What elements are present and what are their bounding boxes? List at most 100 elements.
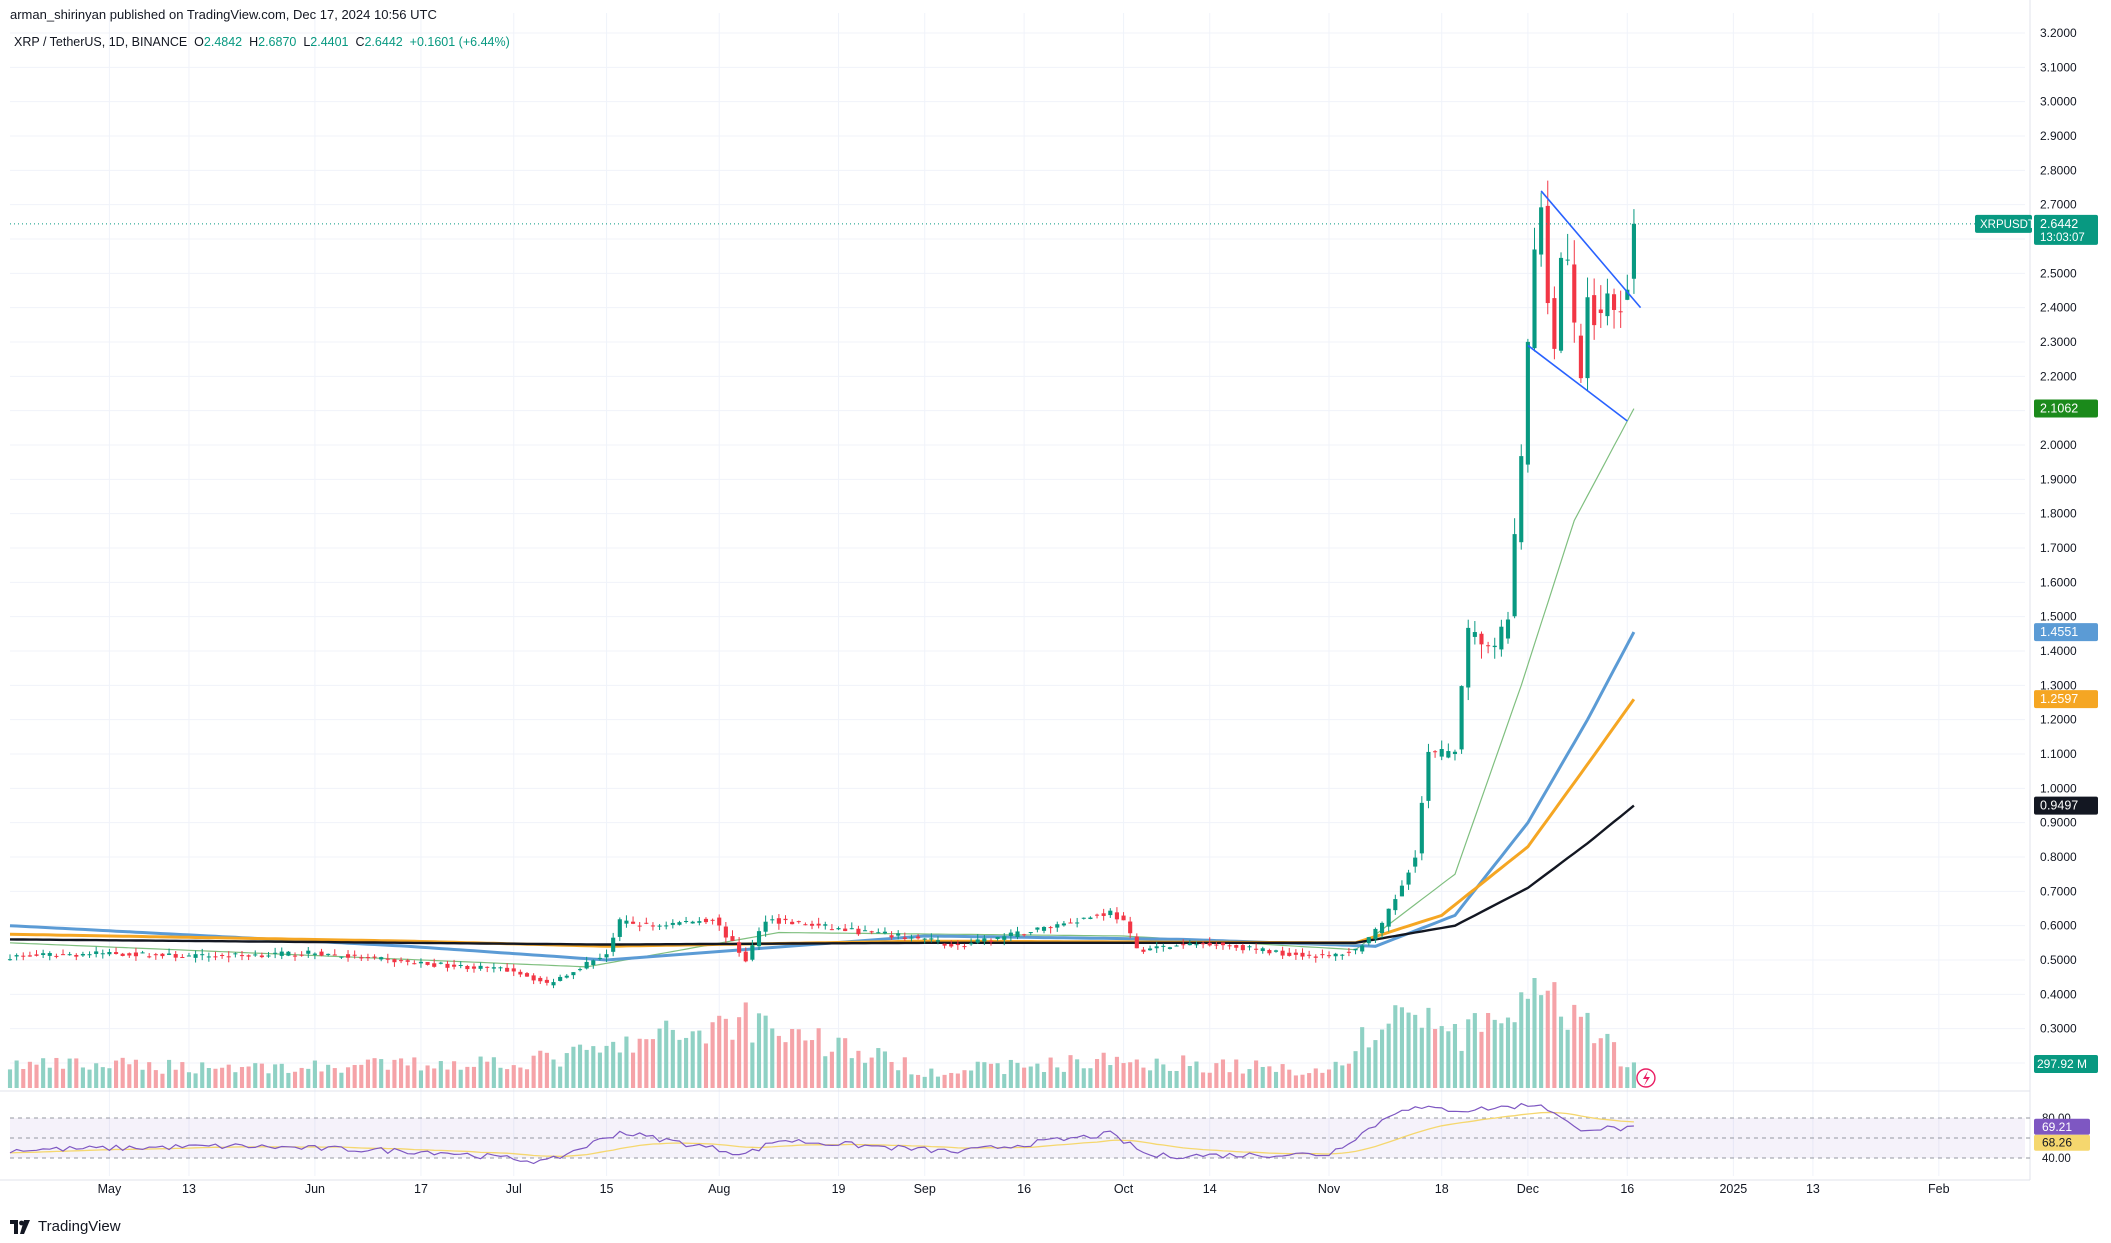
candle-body — [577, 969, 583, 971]
volume-bar — [505, 1069, 510, 1088]
time-tick-label: Jun — [305, 1182, 325, 1196]
candle-body — [538, 977, 543, 982]
volume-bar — [1625, 1067, 1630, 1088]
candle-body — [776, 918, 781, 924]
candle-body — [418, 961, 424, 964]
candle-body — [180, 957, 185, 959]
candle-body — [273, 952, 278, 954]
volume-bar — [458, 1069, 463, 1088]
rsi-value-label: 69.21 — [2042, 1120, 2072, 1134]
candle-body — [113, 952, 119, 954]
time-tick-label: 15 — [600, 1182, 614, 1196]
volume-bar — [862, 1062, 868, 1088]
price-tick-label: 1.1000 — [2040, 747, 2077, 761]
volume-bar — [299, 1067, 304, 1088]
volume-bar — [750, 1042, 755, 1088]
candle-body — [1433, 751, 1438, 753]
volume-bar — [1240, 1073, 1245, 1088]
candle-body — [21, 955, 26, 957]
volume-bar — [1167, 1070, 1173, 1088]
volume-bar — [246, 1066, 251, 1088]
volume-bar — [372, 1058, 377, 1088]
candle-body — [339, 956, 344, 958]
candle-body — [60, 954, 66, 956]
volume-bar — [160, 1073, 165, 1088]
symbol-legend[interactable]: XRP / TetherUS, 1D, BINANCE O2.4842 H2.6… — [14, 35, 510, 49]
volume-bar — [935, 1076, 941, 1088]
price-tick-label: 3.2000 — [2040, 26, 2077, 40]
candle-body — [929, 938, 934, 940]
candle-body — [1320, 954, 1325, 956]
high-value: 2.6870 — [258, 35, 297, 49]
rsi-value-tag — [2034, 1118, 2090, 1135]
volume-bar — [1472, 1013, 1477, 1088]
candle-body — [1366, 937, 1371, 944]
volume-bar — [849, 1058, 854, 1088]
candle-body — [1260, 948, 1265, 952]
candle-body — [896, 933, 901, 936]
tradingview-brand[interactable]: TradingView — [10, 1218, 121, 1235]
candle-body — [292, 955, 298, 957]
candle-body — [611, 937, 616, 952]
candle-body — [1605, 293, 1610, 317]
moving-average-thin_green — [9, 408, 1635, 968]
volume-bar — [604, 1045, 609, 1088]
symbol-name[interactable]: XRP / TetherUS, 1D, BINANCE — [14, 35, 188, 49]
volume-bar — [690, 1031, 695, 1088]
volume-bar — [882, 1051, 887, 1088]
candle-body — [1234, 945, 1239, 948]
candle-body — [969, 943, 974, 945]
volume-bar — [34, 1064, 39, 1088]
volume-bar — [498, 1067, 503, 1088]
candle-body — [564, 975, 569, 978]
volume-bar — [697, 1030, 702, 1088]
candle-body — [856, 928, 861, 935]
volume-bar — [1015, 1062, 1020, 1088]
high-label: H — [249, 35, 259, 49]
candle-body — [193, 954, 198, 958]
volume-bar — [385, 1069, 390, 1088]
trendline[interactable] — [1527, 344, 1628, 422]
candle-body — [1399, 885, 1404, 897]
volume-bar — [1386, 1023, 1391, 1088]
volume-bar — [1022, 1067, 1027, 1088]
candle-body — [7, 959, 13, 961]
volume-bar — [909, 1074, 914, 1088]
candle-body — [173, 954, 178, 958]
volume-bar — [1207, 1072, 1212, 1088]
volume-bar — [650, 1039, 655, 1088]
volume-bar — [723, 1018, 728, 1088]
candle-body — [1611, 294, 1617, 310]
candle-body — [1141, 949, 1146, 952]
volume-bar — [611, 1041, 616, 1088]
price-tag — [2034, 690, 2098, 709]
volume-bar — [1578, 1016, 1583, 1088]
volume-bar — [1061, 1071, 1066, 1088]
volume-bar — [359, 1064, 364, 1088]
candle-body — [1240, 945, 1245, 951]
candle-body — [511, 968, 516, 972]
volume-bar — [511, 1065, 516, 1088]
candle-body — [1293, 952, 1298, 955]
price-tick-label: 1.2000 — [2040, 713, 2077, 727]
candle-body — [306, 950, 311, 954]
price-tick-label: 0.5000 — [2040, 953, 2077, 967]
volume-bar — [405, 1065, 410, 1088]
candle-body — [763, 921, 768, 932]
candle-body — [1631, 223, 1636, 279]
candlesticks — [7, 180, 1636, 989]
candle-body — [1572, 264, 1577, 323]
candle-body — [796, 921, 801, 923]
volume-bar — [1161, 1064, 1166, 1088]
candle-body — [220, 955, 225, 957]
candle-body — [1598, 309, 1603, 314]
candle-body — [1273, 950, 1279, 952]
rsi-band — [10, 1118, 2025, 1158]
candle-body — [1406, 872, 1411, 885]
candle-body — [843, 928, 848, 932]
trendline[interactable] — [1540, 190, 1642, 309]
volume-bar — [239, 1067, 245, 1088]
price-tick-label: 2.8000 — [2040, 163, 2077, 177]
price-tick-label: 1.3000 — [2040, 678, 2077, 692]
